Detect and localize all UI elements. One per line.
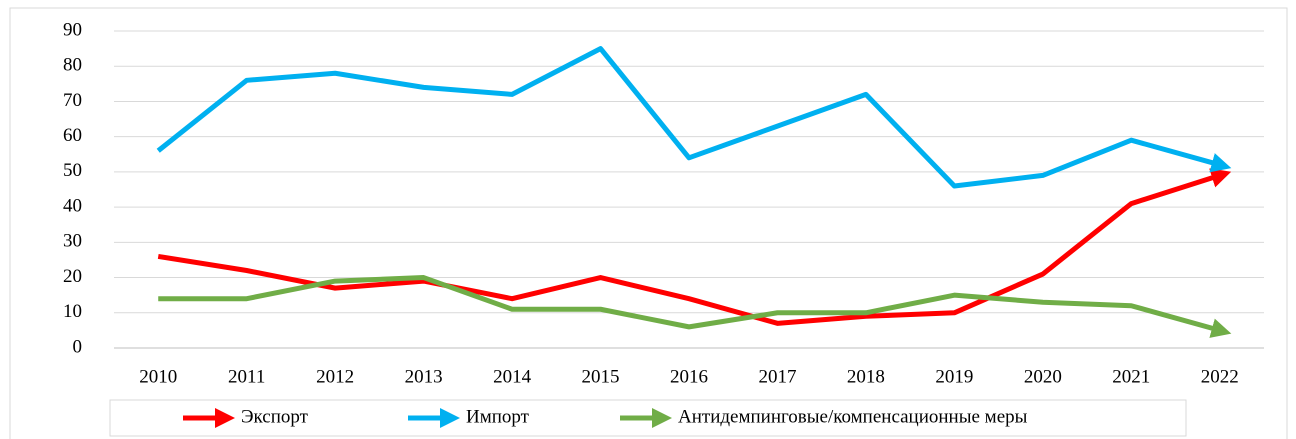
x-tick-label: 2021 bbox=[1112, 366, 1150, 387]
x-tick-label: 2013 bbox=[405, 366, 443, 387]
x-tick-label: 2017 bbox=[758, 366, 796, 387]
y-tick-label: 80 bbox=[63, 55, 82, 76]
legend-box bbox=[109, 399, 1187, 437]
y-tick-label: 0 bbox=[73, 336, 83, 357]
y-tick-label: 40 bbox=[63, 195, 82, 216]
chart-border bbox=[9, 7, 1288, 439]
y-tick-label: 70 bbox=[63, 90, 82, 111]
x-tick-label: 2014 bbox=[493, 366, 532, 387]
y-tick-label: 50 bbox=[63, 160, 82, 181]
series-line bbox=[158, 275, 1232, 338]
y-tick-label: 30 bbox=[63, 231, 82, 252]
x-tick-label: 2012 bbox=[316, 366, 354, 387]
x-tick-label: 2019 bbox=[935, 366, 973, 387]
x-tick-label: 2022 bbox=[1201, 366, 1239, 387]
y-tick-label: 20 bbox=[63, 266, 82, 287]
series-line bbox=[157, 168, 1232, 326]
x-tick-label: 2020 bbox=[1024, 366, 1062, 387]
series-line bbox=[156, 46, 1232, 189]
x-tick-label: 2015 bbox=[582, 366, 620, 387]
x-tick-label: 2018 bbox=[847, 366, 885, 387]
legend-label: Антидемпинговые/компенсационные меры bbox=[678, 406, 1028, 427]
y-tick-label: 90 bbox=[63, 19, 82, 40]
legend-label: Экспорт bbox=[241, 406, 309, 427]
x-tick-label: 2016 bbox=[670, 366, 708, 387]
x-tick-label: 2010 bbox=[139, 366, 177, 387]
y-tick-label: 10 bbox=[63, 301, 82, 322]
y-tick-label: 60 bbox=[63, 125, 82, 146]
legend-label: Импорт bbox=[466, 406, 530, 427]
x-tick-label: 2011 bbox=[228, 366, 265, 387]
